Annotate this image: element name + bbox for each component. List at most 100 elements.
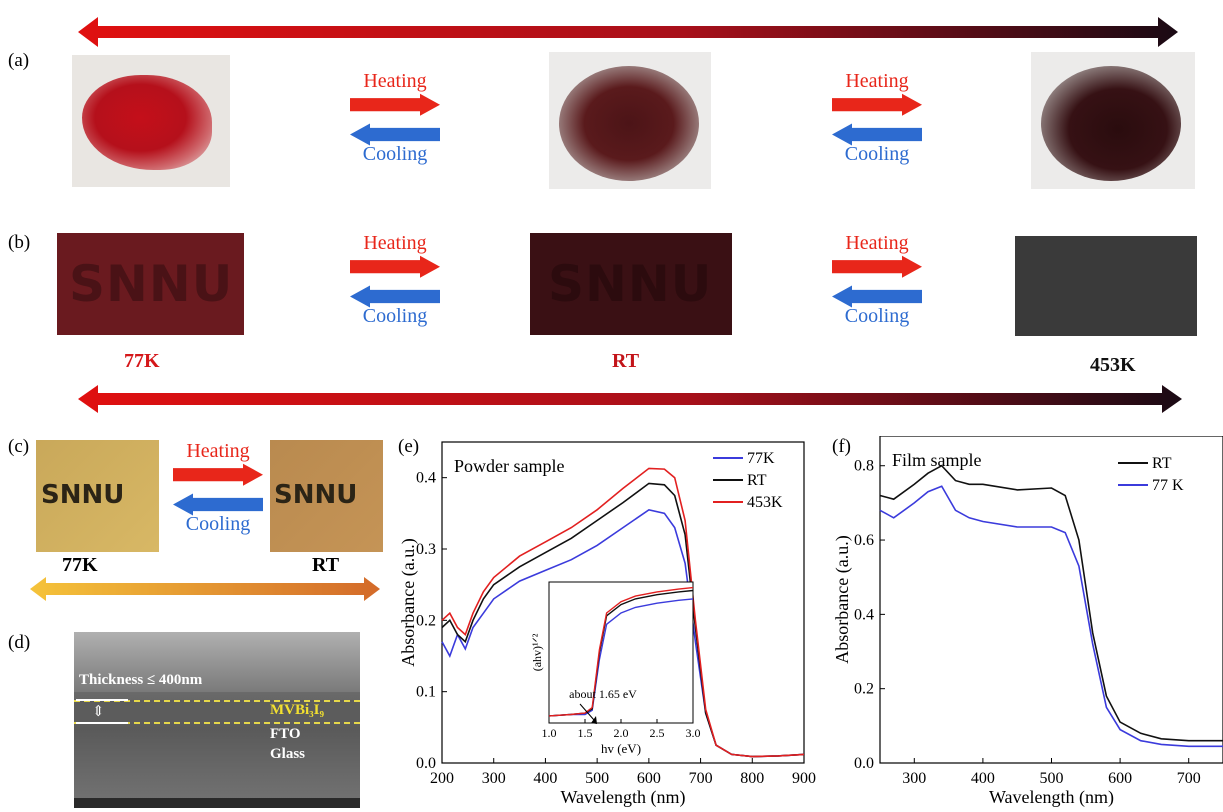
heating-cooling-arrows-icon (832, 93, 922, 146)
legend-label: RT (747, 472, 767, 489)
heating-cooling-arrows-icon (350, 93, 440, 146)
sem-cross-section-image: ⇕ Thickness ≤ 400nm MVBi₃I₉ FTO Glass (74, 632, 360, 808)
temp-label-453k: 453K (1090, 354, 1136, 376)
heating-label: Heating (845, 232, 909, 254)
y-tick-label: 0.3 (416, 541, 436, 558)
temp-label-rt: RT (612, 350, 640, 372)
inset-x-tick-label: 1.5 (578, 726, 593, 740)
y-tick-label: 0.2 (854, 681, 874, 698)
x-tick-label: 300 (482, 770, 506, 787)
double-arrow-icon: ⇕ (92, 704, 105, 720)
series-line-77k (879, 485, 1223, 748)
heating-label: Heating (845, 70, 909, 92)
temp-label-c-77k: 77K (62, 554, 98, 576)
series-line-453k (441, 467, 805, 758)
film-photo-c-77k: SNNU (36, 440, 159, 552)
x-tick-label: 500 (585, 770, 609, 787)
powder-photo-77k (72, 55, 230, 187)
y-tick-label: 0.1 (416, 684, 436, 701)
film-photo-rt: SNNU (530, 233, 732, 335)
y-tick-label: 0.4 (854, 606, 874, 623)
cooling-label: Cooling (362, 143, 428, 165)
legend-label: 77K (747, 450, 775, 467)
panel-label-d: (d) (8, 632, 31, 653)
chart-title: Powder sample (454, 456, 564, 476)
film-text: SNNU (548, 255, 713, 313)
cooling-label: Cooling (844, 305, 910, 327)
film-photo-77k: SNNU (57, 233, 244, 335)
x-tick-label: 600 (1108, 770, 1132, 787)
x-tick-label: 900 (792, 770, 816, 787)
chart-f-film-absorbance: 300 400 500 600 700 0.0 0.2 0.4 0.6 0.8 Wavelength… (832, 436, 1223, 808)
heating-cooling-arrows-icon (350, 255, 440, 308)
sem-layer-mvbi: MVBi₃I₉ (270, 702, 324, 718)
film-text: SNNU (274, 480, 358, 510)
y-tick-label: 0.2 (416, 612, 436, 629)
temperature-gradient-arrow-middle (78, 385, 1182, 413)
cooling-label: Cooling (185, 513, 251, 535)
film-text: SNNU (41, 480, 125, 510)
powder-photo-rt (549, 52, 711, 189)
temp-label-77k: 77K (124, 350, 160, 372)
x-tick-label: 500 (1040, 770, 1064, 787)
x-tick-label: 800 (740, 770, 764, 787)
y-axis-label: Absorbance (a.u.) (832, 535, 853, 663)
y-tick-label: 0.0 (854, 755, 874, 772)
transition-rt-a-1: Heating Cooling (340, 70, 450, 166)
heating-cooling-arrows-icon (832, 255, 922, 308)
x-tick-label: 600 (637, 770, 661, 787)
y-tick-label: 0.0 (416, 755, 436, 772)
heating-cooling-arrows-icon (173, 463, 263, 516)
inset-x-axis-label: hv (eV) (601, 741, 641, 756)
x-tick-label: 200 (430, 770, 454, 787)
film-photo-453k (1015, 236, 1197, 336)
sem-thickness-label: Thickness ≤ 400nm (79, 672, 203, 688)
inset-x-tick-label: 1.0 (542, 726, 557, 740)
inset-frame (548, 581, 694, 724)
film-text: SNNU (69, 255, 234, 313)
y-tick-label: 0.8 (854, 458, 874, 475)
y-tick-label: 0.6 (854, 532, 874, 549)
heating-label: Heating (363, 232, 427, 254)
x-axis-label: Wavelength (nm) (989, 787, 1114, 808)
inset-series-line (548, 586, 694, 717)
x-tick-label: 300 (902, 770, 926, 787)
y-axis-label: Absorbance (a.u.) (398, 538, 419, 666)
series-line-rt (879, 464, 1223, 742)
inset-x-tick-label: 3.0 (686, 726, 701, 740)
x-axis-label: Wavelength (nm) (560, 787, 685, 808)
temperature-gradient-arrow-c (30, 577, 380, 601)
inset-x-tick-label: 2.5 (650, 726, 665, 740)
chart-title: Film sample (892, 450, 982, 470)
panel-label-c: (c) (8, 436, 30, 457)
x-tick-label: 700 (1177, 770, 1201, 787)
sem-layer-fto: FTO (270, 726, 301, 742)
temperature-gradient-arrow-top (78, 17, 1178, 47)
cooling-label: Cooling (362, 305, 428, 327)
inset-annotation: about 1.65 eV (569, 687, 637, 701)
legend-label: 453K (747, 494, 783, 511)
legend-label: 77 K (1152, 477, 1184, 494)
inset-series-line (548, 598, 694, 717)
heating-label: Heating (363, 70, 427, 92)
temp-label-c-rt: RT (312, 554, 340, 576)
annotation-arrowhead-icon (591, 716, 597, 724)
heating-label: Heating (186, 440, 250, 462)
film-photo-c-rt: SNNU (270, 440, 383, 552)
x-tick-label: 400 (971, 770, 995, 787)
panel-label-b: (b) (8, 232, 31, 253)
legend-label: RT (1152, 455, 1172, 472)
inset-y-axis-label: (ahv)¹ᐟ² (530, 633, 544, 671)
transition-b-2: Heating Cooling (822, 232, 932, 328)
plot-frame (441, 441, 805, 764)
powder-photo-453k (1031, 52, 1195, 189)
transition-b-1: Heating Cooling (340, 232, 450, 328)
cooling-label: Cooling (844, 143, 910, 165)
annotation-arrow (579, 703, 595, 721)
y-tick-label: 0.4 (416, 470, 436, 487)
transition-c: Heating Cooling (163, 440, 273, 536)
panel-label-f: (f) (832, 436, 851, 457)
sem-layer-glass: Glass (270, 746, 306, 762)
x-tick-label: 700 (689, 770, 713, 787)
inset-x-tick-label: 2.0 (614, 726, 629, 740)
